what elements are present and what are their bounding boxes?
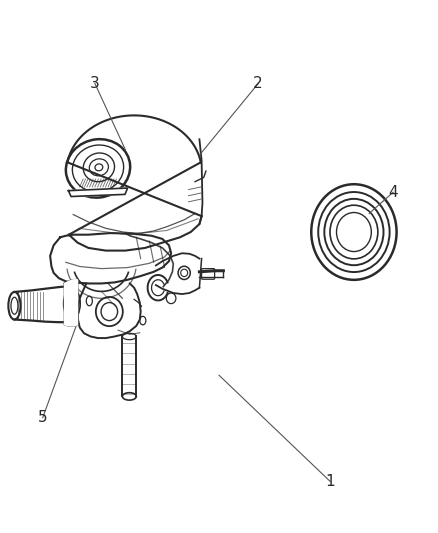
Text: 1: 1 xyxy=(325,474,335,489)
Polygon shape xyxy=(64,280,78,326)
Text: 4: 4 xyxy=(388,185,398,200)
FancyBboxPatch shape xyxy=(201,269,215,279)
Ellipse shape xyxy=(96,297,123,326)
Text: 5: 5 xyxy=(38,410,48,425)
Ellipse shape xyxy=(122,393,136,400)
Ellipse shape xyxy=(8,292,21,319)
Polygon shape xyxy=(68,188,127,197)
Ellipse shape xyxy=(178,266,190,279)
Text: 2: 2 xyxy=(253,76,263,91)
Ellipse shape xyxy=(166,293,176,304)
Text: 3: 3 xyxy=(90,76,100,91)
Ellipse shape xyxy=(64,288,80,319)
